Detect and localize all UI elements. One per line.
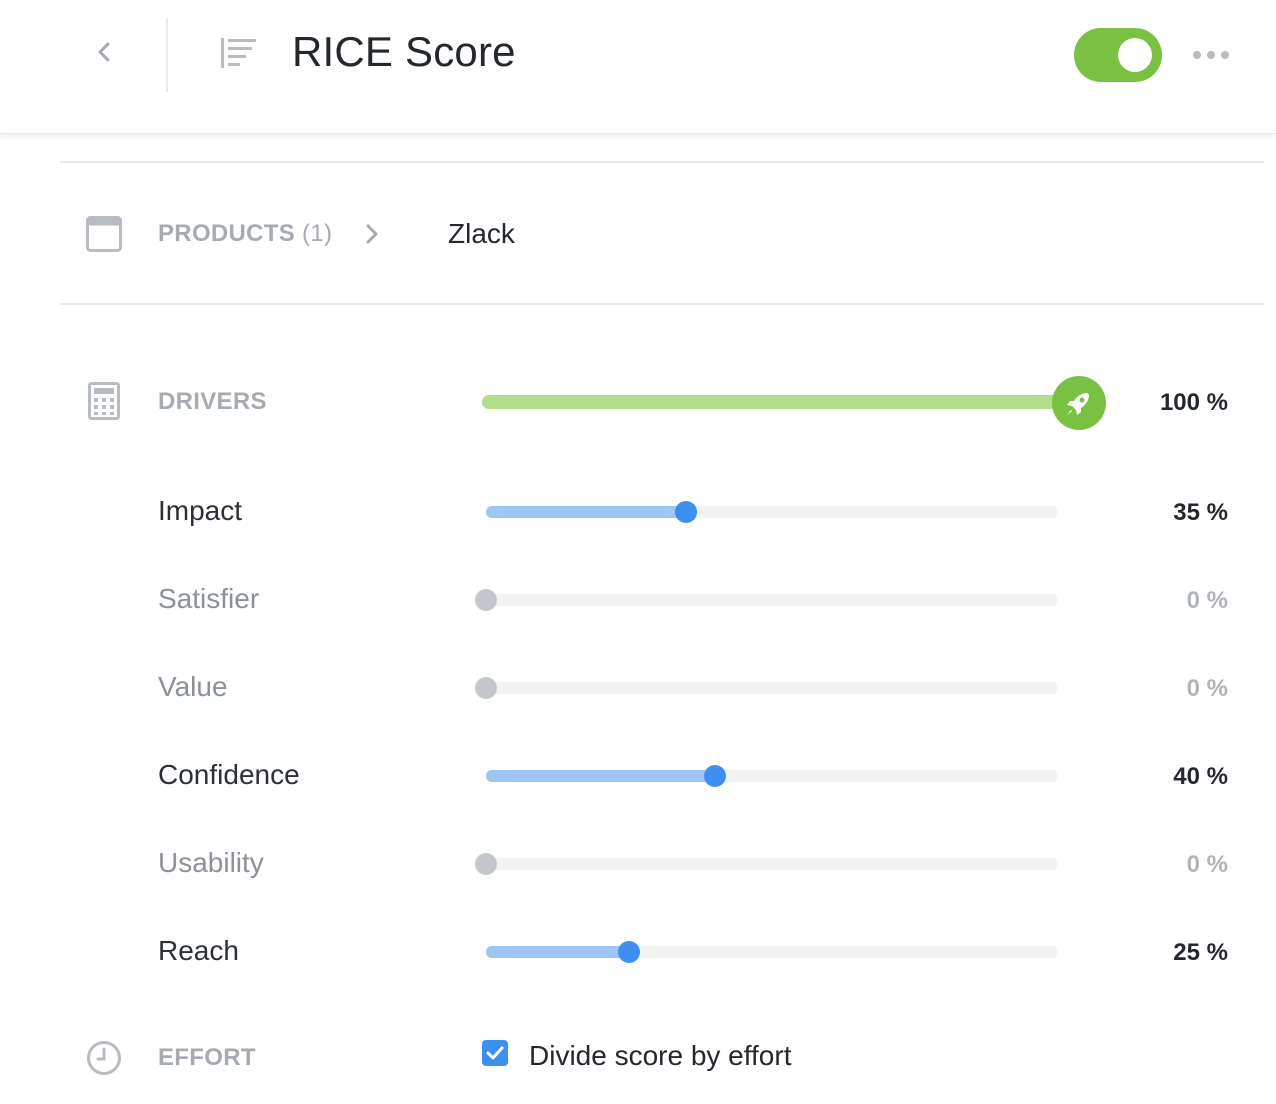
products-label: PRODUCTS (1) (158, 220, 332, 248)
effort-label: EFFORT (158, 1044, 256, 1071)
driver-label: Satisfier (158, 583, 260, 614)
more-options-button[interactable] (1188, 40, 1234, 70)
driver-slider-fill (486, 946, 629, 958)
driver-percent: 25 % (1173, 939, 1228, 966)
driver-percent: 0 % (1186, 587, 1228, 614)
driver-label: Impact (158, 495, 243, 526)
enable-toggle[interactable] (1074, 28, 1162, 82)
driver-slider-fill (486, 506, 687, 518)
clock-icon (86, 1040, 122, 1076)
products-count: (1) (302, 220, 333, 247)
driver-slider-track[interactable] (486, 501, 1058, 523)
driver-percent: 35 % (1173, 499, 1228, 526)
driver-slider-track[interactable] (486, 765, 1058, 787)
driver-slider-thumb[interactable] (675, 501, 698, 523)
driver-slider-fill (486, 770, 715, 782)
products-expand-button[interactable] (362, 220, 384, 248)
driver-slider-track[interactable] (475, 677, 1058, 699)
list-lines-icon (218, 34, 260, 74)
driver-label: Confidence (158, 759, 300, 790)
chevron-left-icon (98, 42, 110, 62)
drivers-label: DRIVERS (158, 388, 267, 415)
driver-label: Value (158, 671, 228, 702)
checkmark-icon (486, 1046, 504, 1060)
driver-label: Usability (158, 847, 264, 878)
selected-product[interactable]: Zlack (448, 218, 515, 249)
page-title: RICE Score (292, 28, 516, 75)
driver-slider-thumb[interactable] (475, 853, 497, 875)
drivers-total-percent: 100 % (1159, 389, 1228, 416)
header-divider (166, 18, 168, 92)
driver-slider-track[interactable] (486, 941, 1058, 963)
driver-slider-thumb[interactable] (475, 677, 497, 699)
rocket-icon (1067, 393, 1089, 415)
driver-slider-track[interactable] (475, 589, 1058, 611)
products-label-text: PRODUCTS (158, 220, 296, 247)
drivers-total-knob[interactable] (1052, 376, 1106, 430)
driver-percent: 40 % (1173, 763, 1228, 790)
drivers-total-track (482, 395, 1092, 409)
toggle-knob (1118, 38, 1152, 72)
driver-slider-thumb[interactable] (703, 765, 726, 787)
chevron-right-icon (366, 224, 378, 244)
driver-slider-track[interactable] (475, 853, 1058, 875)
calculator-icon (88, 382, 120, 420)
driver-slider-thumb[interactable] (475, 589, 497, 611)
back-button[interactable] (84, 32, 124, 72)
driver-slider-thumb[interactable] (618, 941, 640, 963)
divide-by-effort-label[interactable]: Divide score by effort (529, 1040, 792, 1071)
window-icon (86, 216, 122, 252)
more-dots-icon (1193, 51, 1229, 59)
divider-middle (60, 303, 1264, 305)
driver-percent: 0 % (1186, 851, 1228, 878)
header-bar: RICE Score (0, 0, 1276, 134)
divider-top (60, 161, 1264, 163)
driver-percent: 0 % (1186, 675, 1228, 702)
divide-by-effort-checkbox[interactable] (482, 1040, 508, 1066)
driver-label: Reach (158, 935, 239, 966)
